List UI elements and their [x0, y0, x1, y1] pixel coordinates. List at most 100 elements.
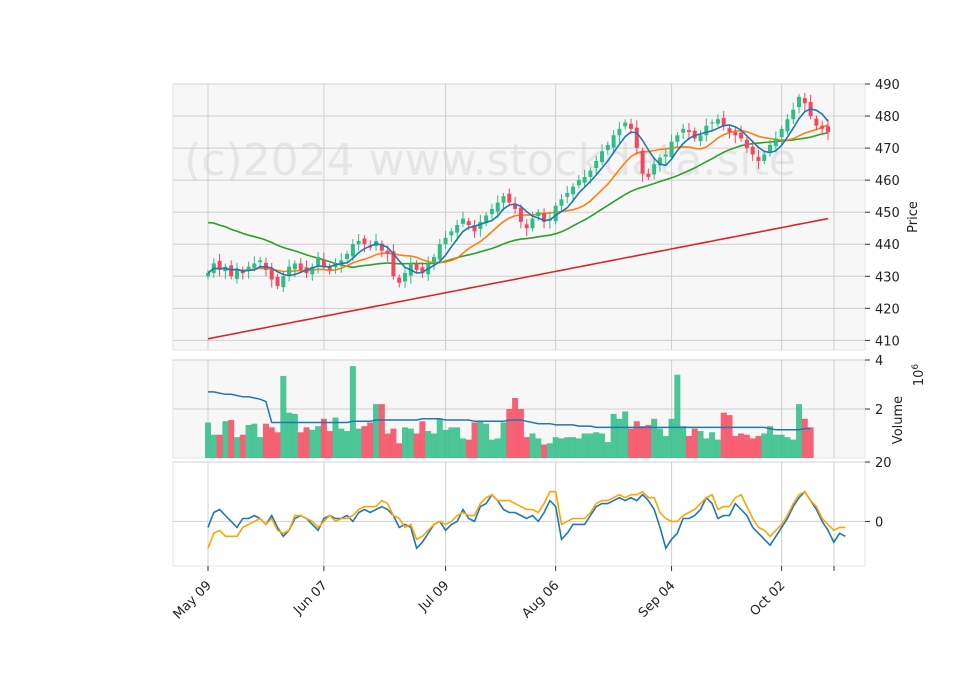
candle-body: [455, 225, 460, 233]
volume-bar: [373, 404, 380, 458]
volume-bar: [459, 438, 466, 458]
volume-bar: [338, 428, 345, 458]
candle-body: [362, 238, 367, 245]
volume-bar: [210, 434, 217, 458]
price-tick-label: 420: [875, 302, 900, 317]
candle-body: [298, 263, 303, 270]
volume-bar: [541, 444, 548, 458]
volume-bar: [604, 442, 611, 458]
volume-bar: [257, 437, 264, 458]
candle-body: [669, 141, 674, 158]
volume-bar: [286, 412, 293, 458]
volume-bar: [390, 428, 397, 458]
volume-bar: [291, 413, 298, 458]
volume-bar: [685, 435, 692, 458]
volume-bar: [564, 437, 571, 458]
volume-bar: [790, 439, 797, 458]
candle-body: [431, 257, 436, 263]
candle-body: [681, 128, 686, 133]
candle-body: [715, 119, 720, 124]
volume-bar: [570, 437, 577, 458]
volume-bar: [367, 422, 374, 458]
volume-bar: [239, 434, 246, 458]
candle-body: [698, 135, 703, 142]
volume-bar: [488, 439, 495, 458]
candle-body: [252, 263, 257, 268]
volume-bar: [622, 411, 629, 458]
volume-bar: [228, 420, 235, 458]
volume-bar: [732, 435, 739, 458]
price-tick-label: 410: [875, 334, 900, 349]
candle-body: [501, 196, 506, 203]
x-tick-label: Jul 09: [415, 578, 452, 615]
candle-body: [518, 207, 523, 222]
volume-bar: [772, 434, 779, 458]
candle-body: [466, 221, 471, 226]
volume-bar: [274, 432, 281, 458]
price-tick-label: 450: [875, 206, 900, 221]
candle-body: [258, 260, 263, 263]
watermark: (c)2024 www.stockdata.site: [184, 135, 796, 186]
candle-body: [234, 269, 239, 279]
candle-body: [634, 127, 639, 149]
candle-body: [350, 244, 355, 257]
price-tick-label: 460: [875, 174, 900, 189]
candle-body: [588, 170, 593, 177]
candle-body: [571, 186, 576, 195]
volume-bar: [309, 429, 316, 458]
candle-body: [530, 218, 535, 229]
volume-bar: [755, 435, 762, 458]
candle-body: [443, 237, 448, 245]
x-tick-label: Oct 02: [747, 578, 788, 619]
candle-body: [721, 117, 726, 126]
volume-bar: [396, 443, 403, 458]
oscillator-line-0: [207, 490, 846, 551]
volume-bar: [651, 418, 658, 458]
candle-body: [675, 135, 680, 142]
ma-slow-line: [207, 132, 829, 269]
volume-bar: [448, 427, 455, 458]
candle-body: [663, 154, 668, 157]
candle-body: [292, 263, 297, 270]
volume-unit-label: 106: [911, 364, 927, 387]
candle-body: [623, 122, 628, 127]
volume-bar: [245, 424, 252, 458]
volume-bar: [546, 443, 553, 458]
candle-body: [594, 160, 599, 168]
candle-body: [646, 173, 651, 177]
volume-bar: [251, 423, 258, 458]
candle-body: [727, 128, 732, 133]
candle-body: [206, 273, 210, 277]
candle-body: [495, 202, 500, 212]
price-tick-label: 470: [875, 142, 900, 157]
volume-bar: [680, 426, 687, 458]
volume-bar: [726, 415, 733, 458]
price-tick-label: 490: [875, 78, 900, 93]
volume-tick-label: 2: [875, 403, 883, 418]
volume-bar: [268, 427, 275, 458]
volume-bar: [465, 439, 472, 458]
volume-bar: [761, 433, 768, 458]
volume-bar: [303, 427, 310, 458]
oscillator-tick-label: 20: [875, 456, 892, 471]
volume-bar: [767, 426, 774, 458]
candle-body: [385, 250, 390, 254]
candle-body: [704, 125, 709, 136]
candle-body: [478, 221, 483, 229]
candle-body: [791, 109, 796, 120]
candle-body: [281, 276, 286, 288]
volume-bar: [743, 434, 750, 458]
volume-bar: [315, 426, 322, 458]
candle-body: [710, 122, 715, 124]
candle-body: [542, 213, 547, 222]
candle-body: [762, 154, 767, 161]
candle-body: [605, 144, 610, 151]
candle-body: [339, 260, 344, 265]
candle-body: [489, 208, 494, 215]
x-tick-label: Aug 06: [519, 578, 562, 621]
volume-bar: [402, 427, 409, 458]
volume-bar: [749, 438, 756, 458]
volume-bar: [668, 418, 675, 458]
candle-body: [739, 132, 744, 139]
